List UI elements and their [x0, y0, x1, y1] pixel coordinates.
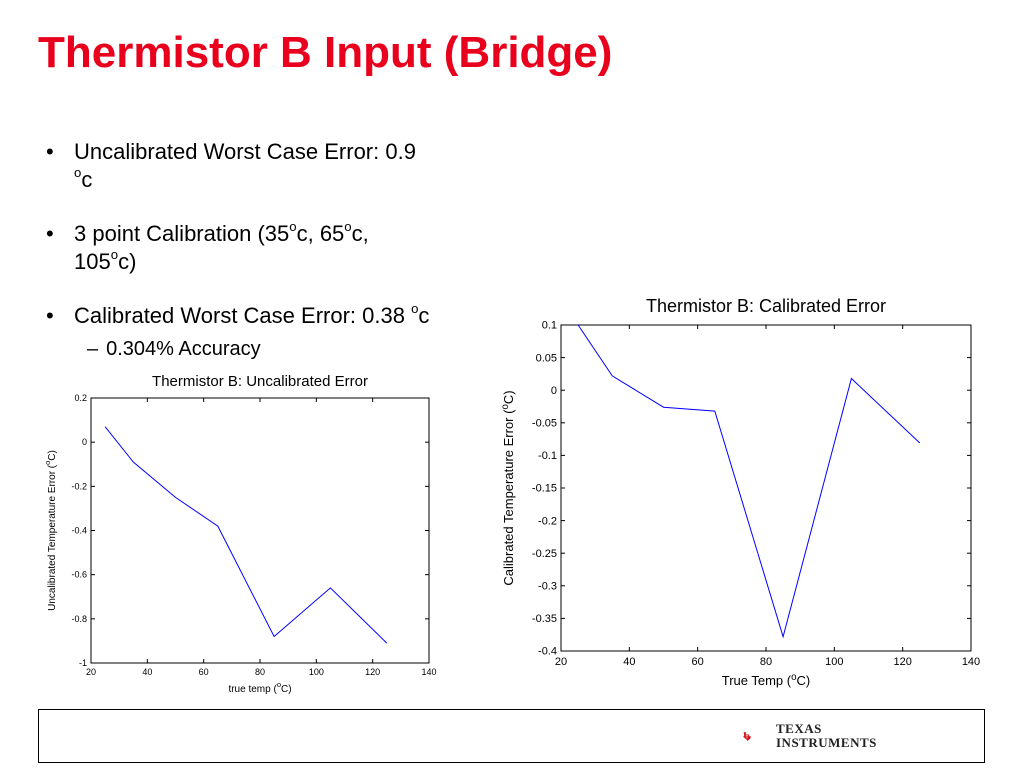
x-tick-label: 40 — [142, 667, 152, 677]
logo-word-instruments: Instruments — [776, 735, 877, 750]
bullet-text: 3 point Calibration (35 — [74, 221, 290, 246]
degree-sup: o — [344, 219, 352, 235]
sub-bullet-accuracy: –0.304% Accuracy — [87, 338, 261, 361]
calibrated-error-chart: Thermistor B: Calibrated Error 20 40 60 80 10… — [498, 288, 988, 698]
y-tick-label: -0.1 — [538, 450, 557, 462]
y-tick-label: 0.1 — [542, 320, 557, 332]
y-tick-label: 0 — [82, 437, 87, 447]
slide-title: Thermistor B Input (Bridge) — [38, 28, 613, 77]
bullet-text: 105 — [74, 249, 111, 274]
y-axis-label: Uncalibrated Temperature Error (oC) — [43, 450, 58, 611]
y-tick-label: -0.35 — [532, 613, 557, 625]
y-tick-label: -0.2 — [71, 481, 87, 491]
sub-bullet-text: 0.304% Accuracy — [106, 338, 261, 360]
y-tick-label: -0.8 — [71, 614, 87, 624]
y-tick-label: -0.6 — [71, 570, 87, 580]
x-tick-label: 60 — [199, 667, 209, 677]
x-tick-label: 100 — [825, 656, 843, 668]
bullet-text: c, — [351, 221, 369, 246]
degree-sup: o — [411, 301, 419, 317]
bullet-text: Calibrated Worst Case Error: 0.38 — [74, 303, 412, 328]
ti-logo-text: Texas Instruments — [776, 722, 877, 750]
x-tick-label: 140 — [962, 656, 980, 668]
unit-text: c — [418, 303, 430, 328]
x-axis-label: true temp (oC) — [228, 680, 291, 695]
x-tick-label: 140 — [421, 667, 436, 677]
calibrated-error-chart-svg: Thermistor B: Calibrated Error 20 40 60 80 10… — [500, 296, 980, 688]
x-tick-label: 60 — [692, 656, 704, 668]
degree-sup: o — [74, 165, 82, 181]
uncalibrated-error-chart: Thermistor B: Uncalibrated Error 20 40 60 80… — [40, 368, 440, 702]
series-line — [104, 426, 388, 644]
y-tick-label: 0.05 — [536, 352, 557, 364]
bullet-calibrated-error: • Calibrated Worst Case Error: 0.38 oc — [40, 302, 510, 330]
bullet-uncalibrated-error: • Uncalibrated Worst Case Error: 0.9 oc — [40, 138, 510, 194]
plot-area — [560, 324, 972, 652]
x-tick-label: 80 — [760, 656, 772, 668]
bullet-dot: • — [46, 221, 54, 246]
y-tick-label: -0.15 — [532, 483, 557, 495]
bullet-dot: • — [46, 303, 54, 328]
y-axis-label: Calibrated Temperature Error (oC) — [500, 390, 516, 585]
sub-bullet-dash: – — [87, 338, 99, 360]
bullet-text: Uncalibrated Worst Case Error: 0.9 — [74, 139, 416, 164]
unit-text: c — [81, 167, 93, 192]
footer-box — [38, 709, 985, 763]
logo-word-texas: Texas — [776, 721, 822, 736]
x-tick-label: 80 — [255, 667, 265, 677]
x-tick-label: 20 — [86, 667, 96, 677]
plot-area — [90, 397, 430, 664]
y-tick-label: -0.2 — [538, 515, 557, 527]
degree-sup: o — [110, 247, 119, 263]
x-tick-label: 120 — [893, 656, 911, 668]
bullet-list: • Uncalibrated Worst Case Error: 0.9 oc … — [40, 138, 510, 356]
y-tick-label: -1 — [79, 658, 87, 668]
y-tick-label: -0.4 — [71, 526, 87, 536]
bullet-dot: • — [46, 139, 54, 164]
x-tick-label: 20 — [555, 656, 567, 668]
texas-state-icon — [743, 732, 751, 741]
x-axis-label: True Temp (oC) — [722, 672, 811, 688]
series-line — [577, 324, 921, 639]
y-tick-label: -0.4 — [538, 646, 557, 658]
x-tick-label: 100 — [309, 667, 324, 677]
y-tick-label: -0.05 — [532, 417, 557, 429]
y-tick-label: -0.25 — [532, 548, 557, 560]
x-tick-label: 120 — [365, 667, 380, 677]
x-tick-label: 40 — [623, 656, 635, 668]
bullet-text: c, 65 — [296, 221, 345, 246]
y-tick-label: 0 — [551, 385, 557, 397]
chart-title: Thermistor B: Uncalibrated Error — [152, 373, 368, 390]
bullet-calibration: • 3 point Calibration (35oc, 65oc, 105oc… — [40, 220, 510, 276]
chart-title: Thermistor B: Calibrated Error — [646, 296, 886, 316]
y-tick-label: -0.3 — [538, 580, 557, 592]
uncalibrated-error-chart-svg: Thermistor B: Uncalibrated Error 20 40 60 80… — [43, 373, 437, 695]
y-tick-label: 0.2 — [74, 393, 87, 403]
degree-sup: o — [289, 219, 297, 235]
bullet-text: c) — [118, 249, 137, 274]
